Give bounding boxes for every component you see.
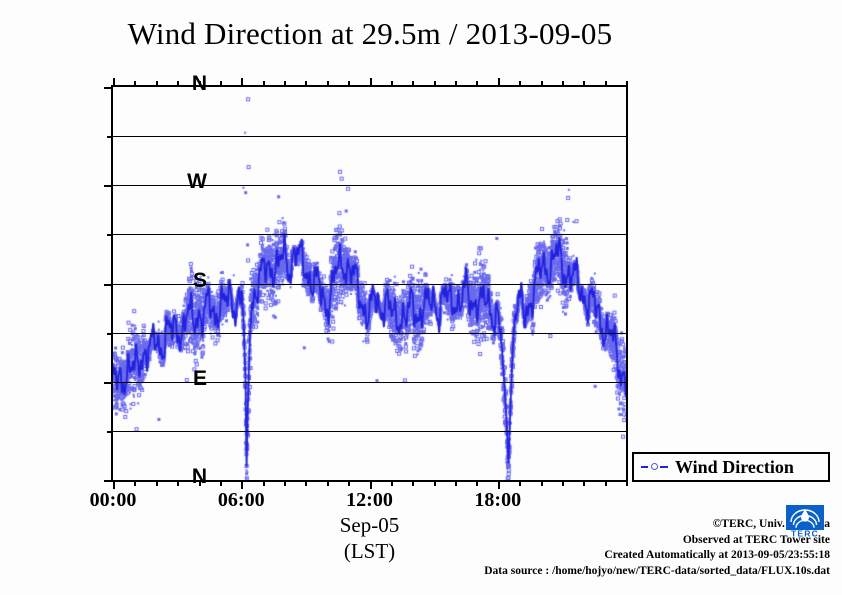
x-axis-tick-bottom-major [113, 480, 115, 489]
legend-label: Wind Direction [675, 456, 794, 477]
x-axis-tick-bottom-minor [348, 480, 350, 486]
x-axis-tick-top-minor [156, 81, 158, 87]
x-axis-tick-top-major [241, 78, 243, 87]
legend-line-marker-icon [641, 460, 669, 474]
y-axis-tick-major [104, 480, 113, 482]
x-axis-tick-bottom-major [498, 480, 500, 489]
credit-line-created: Created Automatically at 2013-09-05/23:5… [604, 549, 830, 561]
y-axis-tick-major [104, 87, 113, 89]
x-axis-tick-top-major [498, 78, 500, 87]
x-axis-tick-top-minor [327, 81, 329, 87]
x-axis-tick-top-minor [412, 81, 414, 87]
x-axis-tick-top-minor [348, 81, 350, 87]
gridline [113, 333, 626, 334]
y-axis-tick-major [104, 185, 113, 187]
gridline [113, 234, 626, 235]
x-axis-tick-bottom-major [241, 480, 243, 489]
legend[interactable]: Wind Direction [632, 452, 830, 482]
x-axis-tick-top-minor [305, 81, 307, 87]
y-axis-tick-label-0: N [191, 72, 207, 95]
x-axis-tick-bottom-minor [583, 480, 585, 486]
x-axis-tick-bottom-minor [327, 480, 329, 486]
y-axis-tick-minor [107, 431, 113, 433]
gridline [113, 431, 626, 432]
page-title: Wind Direction at 29.5m / 2013-09-05 [127, 16, 613, 51]
x-axis-tick-top-minor [284, 81, 286, 87]
x-axis-tick-bottom-minor [605, 480, 607, 486]
y-axis-tick-label-2: S [192, 268, 207, 292]
x-axis-tick-bottom-minor [541, 480, 543, 486]
x-axis-tick-bottom-minor [412, 480, 414, 486]
y-axis-tick-label-3: E [192, 366, 207, 390]
terc-logo: TERC [786, 505, 824, 539]
x-axis-tick-bottom-minor [134, 480, 136, 486]
x-axis-title-line2: (LST) [343, 539, 396, 563]
x-axis-tick-bottom-minor [391, 480, 393, 486]
y-axis-tick-major [104, 382, 113, 384]
data-plot-canvas [113, 87, 626, 480]
credit-line-datasource: Data source : /home/hojyo/new/TERC-data/… [484, 564, 830, 577]
x-axis-tick-bottom-minor [263, 480, 265, 486]
x-axis-tick-top-minor [605, 81, 607, 87]
x-axis-tick-top-minor [476, 81, 478, 87]
x-axis-tick-bottom-minor [177, 480, 179, 486]
x-axis-tick-bottom-minor [220, 480, 222, 486]
y-axis-tick-minor [107, 136, 113, 138]
y-axis-tick-major [104, 284, 113, 286]
x-axis-title: Sep-05 (LST) [111, 512, 628, 564]
x-axis-tick-top-minor [626, 81, 628, 87]
x-axis-tick-bottom-minor [519, 480, 521, 486]
svg-text:TERC: TERC [791, 529, 819, 538]
credit-line-observed: Observed at TERC Tower site [682, 533, 830, 546]
credits-block: ©TERC, Univ. Tsukuba Observed at TERC To… [210, 517, 830, 579]
x-axis-tick-top-minor [263, 81, 265, 87]
x-axis-tick-top-minor [199, 81, 201, 87]
y-axis-tick-label-4: N [191, 465, 207, 488]
x-axis-tick-bottom-minor [284, 480, 286, 486]
x-axis-tick-label-3: 18:00 [474, 489, 522, 511]
x-axis-tick-bottom-minor [305, 480, 307, 486]
x-axis-title-line1: Sep-05 [339, 513, 400, 537]
x-axis-tick-top-major [113, 78, 115, 87]
x-axis-tick-label-1: 06:00 [217, 489, 265, 511]
x-axis-tick-top-minor [134, 81, 136, 87]
x-axis-tick-bottom-major [370, 480, 372, 489]
x-axis-tick-bottom-minor [156, 480, 158, 486]
plot-area [104, 78, 628, 489]
x-axis-tick-top-minor [434, 81, 436, 87]
x-axis-tick-top-minor [562, 81, 564, 87]
plot-inner [113, 87, 626, 480]
y-axis-tick-minor [107, 333, 113, 335]
x-axis-tick-top-minor [541, 81, 543, 87]
x-axis-tick-bottom-minor [434, 480, 436, 486]
x-axis-tick-top-minor [220, 81, 222, 87]
x-axis-tick-top-minor [391, 81, 393, 87]
y-axis-tick-label-1: W [187, 170, 207, 194]
credit-line-copyright: ©TERC, Univ. Tsukuba [712, 518, 830, 530]
x-axis-tick-top-minor [455, 81, 457, 87]
x-axis-tick-bottom-minor [476, 480, 478, 486]
x-axis-tick-bottom-minor [455, 480, 457, 486]
x-axis-tick-top-minor [583, 81, 585, 87]
x-axis-tick-bottom-minor [562, 480, 564, 486]
x-axis-tick-top-minor [177, 81, 179, 87]
y-axis-tick-minor [107, 234, 113, 236]
x-axis-tick-top-major [370, 78, 372, 87]
x-axis-tick-label-0: 00:00 [89, 489, 137, 511]
x-axis-tick-label-2: 12:00 [346, 489, 393, 511]
x-axis-tick-bottom-minor [199, 480, 201, 486]
gridline [113, 284, 626, 285]
terc-logo-icon: TERC [786, 505, 824, 539]
gridline [113, 382, 626, 383]
x-axis-tick-top-minor [519, 81, 521, 87]
x-axis-tick-bottom-minor [626, 480, 628, 486]
gridline [113, 185, 626, 186]
gridline [113, 136, 626, 137]
